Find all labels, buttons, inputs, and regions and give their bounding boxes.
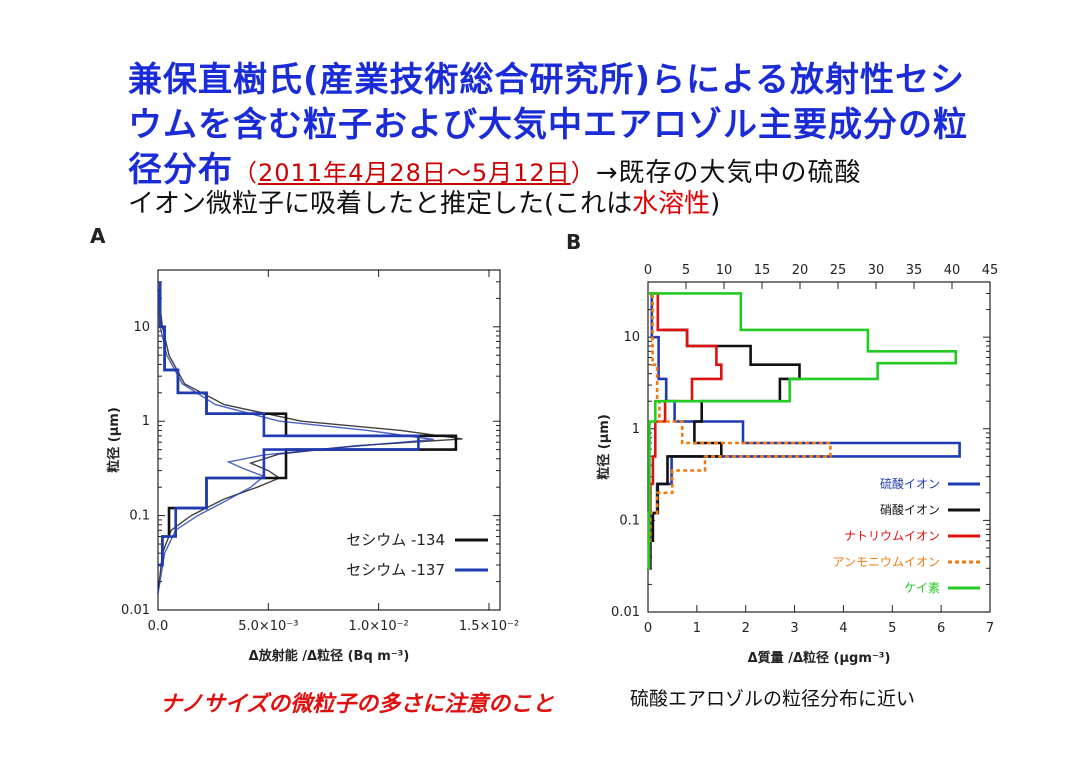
legend-label: ケイ素 <box>904 581 940 595</box>
legend-label: ナトリウムイオン <box>844 529 940 543</box>
title-paren-close: ） <box>570 159 596 187</box>
x-axis-label: Δ質量 /Δ粒径 (μgm⁻³) <box>748 650 891 666</box>
plot-frame <box>157 269 501 611</box>
series-step-line <box>647 293 832 570</box>
legend-label: アンモニウムイオン <box>832 555 940 569</box>
x-tick-label: 5.0×10⁻³ <box>238 619 298 634</box>
x2-tick-label: 30 <box>868 263 885 278</box>
slide-title: 兼保直樹氏(産業技術総合研究所)らによる放射性セシ ウムを含む粒子および大気中エ… <box>128 58 1028 196</box>
chart-a: 0.01 0.1 1 10 0.0 5.0×10⁻³ 1.0×10⁻² 1.5×10⁻² Δ放射… <box>106 269 519 664</box>
x-axis-label: Δ放射能 /Δ粒径 (Bq m⁻³) <box>249 648 410 664</box>
panel-a-label: A <box>90 224 106 248</box>
x2-tick-label: 0 <box>644 263 652 278</box>
y-axis-label: 粒径 (μm) <box>596 414 612 480</box>
y-tick-label: 10 <box>623 330 640 345</box>
x2-tick-label: 15 <box>754 263 771 278</box>
subtitle-red: 水溶性 <box>632 189 711 219</box>
x-tick-label: 2 <box>742 621 750 636</box>
title-paren-open: （ <box>233 159 258 187</box>
x-tick-label: 6 <box>937 621 945 636</box>
x2-tick-label: 45 <box>982 263 999 278</box>
legend-label: 硝酸イオン <box>880 502 940 517</box>
note-right: 硫酸エアロゾルの粒径分布に近い <box>630 688 916 710</box>
plot-frame <box>647 281 991 613</box>
x-tick-label: 4 <box>839 621 847 636</box>
x2-tick-label: 35 <box>906 263 923 278</box>
subtitle: イオン微粒子に吸着したと推定した(これは水溶性) <box>128 183 720 220</box>
y-tick-label: 10 <box>133 320 150 335</box>
panel-b-label: B <box>566 230 582 254</box>
subtitle-main: イオン微粒子に吸着したと推定した(これは <box>128 189 633 219</box>
y-tick-label: 1 <box>632 422 640 437</box>
x-tick-label: 0 <box>644 621 652 636</box>
x-tick-label: 1 <box>693 621 701 636</box>
x-tick-label: 3 <box>790 621 798 636</box>
y-tick-label: 0.1 <box>129 509 150 524</box>
x2-tick-label: 25 <box>830 263 847 278</box>
legend-label: セシウム -137 <box>346 561 445 579</box>
x2-tick-label: 20 <box>792 263 809 278</box>
x2-tick-label: 10 <box>716 263 733 278</box>
title-line-3-rest: →既存の大気中の硫酸 <box>595 158 862 188</box>
y-tick-label: 0.01 <box>121 603 150 618</box>
x-tick-label: 7 <box>986 621 994 636</box>
title-line-1: 兼保直樹氏(産業技術総合研究所)らによる放射性セシ <box>128 60 966 100</box>
note-left: ナノサイズの微粒子の多さに注意のこと <box>160 692 555 717</box>
series-step-line <box>647 292 958 570</box>
y-axis-label: 粒径 (μm) <box>106 407 122 473</box>
subtitle-end: ) <box>710 189 721 219</box>
series-step-line <box>158 281 420 567</box>
series-step-line <box>647 292 723 570</box>
x-tick-label: 1.5×10⁻² <box>459 619 519 634</box>
x2-tick-label: 5 <box>682 263 690 278</box>
x-tick-label: 1.0×10⁻² <box>349 619 409 634</box>
legend-label: セシウム -134 <box>346 531 445 549</box>
series-step-line <box>648 328 801 570</box>
title-line-2: ウムを含む粒子および大気中エアロゾル主要成分の粒 <box>128 105 968 145</box>
title-line-3-main: 径分布 <box>128 150 233 190</box>
x2-tick-label: 40 <box>944 263 961 278</box>
y-tick-label: 0.1 <box>619 513 640 528</box>
x-tick-label: 0.0 <box>148 619 169 634</box>
title-line-3: 径分布（2011年4月28日～5月12日）→既存の大気中の硫酸 <box>128 148 1028 196</box>
y-tick-label: 0.01 <box>611 605 640 620</box>
title-dates: 2011年4月28日～5月12日 <box>258 159 571 187</box>
y-tick-label: 1 <box>142 414 150 429</box>
legend-label: 硫酸イオン <box>880 476 940 491</box>
x-tick-label: 5 <box>888 621 896 636</box>
